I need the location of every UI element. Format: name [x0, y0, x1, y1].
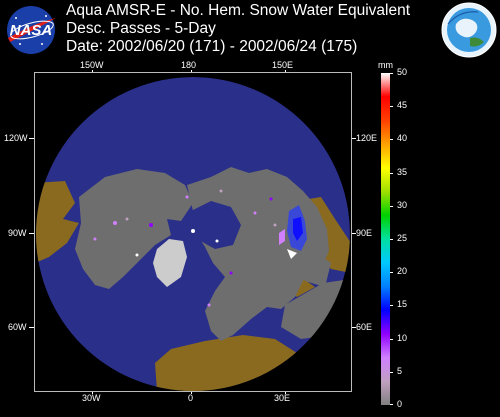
- scale-tick-mark: [390, 371, 393, 373]
- scale-tick-label: 50: [397, 67, 408, 77]
- lon-label-top-150w: 150W: [80, 60, 104, 70]
- scale-tick-label: 10: [397, 332, 408, 343]
- pass-description: Desc. Passes - 5-Day: [66, 20, 216, 37]
- legend-unit: mm: [378, 60, 393, 70]
- scale-tick-mark: [390, 404, 393, 405]
- north-america-land: [75, 169, 193, 289]
- scale-tick-label: 30: [397, 199, 408, 210]
- lon-label-right-60e: 60E: [356, 322, 373, 332]
- date-range: Date: 2002/06/20 (171) - 2002/06/24 (175…: [66, 38, 358, 55]
- swe-color-scale: [381, 73, 390, 405]
- lon-label-left-120w: 120W: [4, 133, 28, 143]
- scale-tick-mark: [390, 139, 393, 141]
- scale-tick-mark: [390, 205, 393, 207]
- lon-label-bottom-30e: 30E: [274, 393, 291, 403]
- scale-tick-label: 20: [397, 266, 408, 277]
- scale-tick-label: 40: [397, 133, 408, 144]
- scale-tick-label: 35: [397, 166, 408, 177]
- earth-observing-system-logo-icon: [441, 2, 497, 58]
- south-america-masked: [36, 181, 79, 263]
- lon-label-bottom-0: 0: [188, 393, 194, 403]
- nasa-logo-icon: NASA: [7, 6, 56, 54]
- lon-label-top-180: 180: [181, 60, 197, 70]
- scale-tick-label: 15: [397, 299, 408, 310]
- map-frame: [34, 72, 352, 392]
- lon-label-right-120e: 120E: [356, 133, 378, 143]
- polar-map: [35, 73, 351, 391]
- lon-label-right-90e: 90E: [356, 228, 373, 238]
- scale-tick-label: 0: [397, 399, 403, 409]
- lon-label-top-150e: 150E: [272, 60, 294, 70]
- scale-tick-mark: [390, 338, 393, 340]
- lon-label-left-60w: 60W: [8, 322, 27, 332]
- scale-tick-label: 25: [397, 233, 408, 243]
- lon-label-bottom-30w: 30W: [82, 393, 101, 403]
- scale-tick-label: 5: [397, 365, 403, 376]
- scale-tick-mark: [390, 305, 393, 307]
- lon-label-left-90w: 90W: [8, 228, 27, 238]
- scale-tick-mark: [390, 272, 393, 274]
- scale-tick-mark: [390, 239, 393, 240]
- map-title: Aqua AMSR-E - No. Hem. Snow Water Equiva…: [66, 2, 411, 19]
- scale-tick-mark: [390, 172, 393, 174]
- greenland-ice-sheet: [153, 239, 187, 287]
- scale-tick-label: 45: [397, 100, 408, 111]
- scale-tick-mark: [390, 73, 393, 74]
- ocean: [36, 77, 350, 391]
- nasa-logo-text: NASA: [10, 22, 53, 39]
- scale-tick-mark: [390, 106, 393, 108]
